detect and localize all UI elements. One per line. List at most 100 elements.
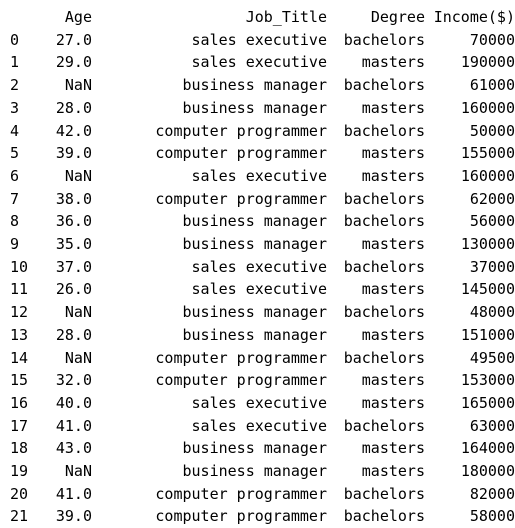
cell-job-title: business manager — [182, 212, 328, 231]
table-row: 6 NaN sales executive masters 160000 — [10, 165, 515, 188]
cell-income: 61000 — [469, 76, 515, 95]
header-degree: Degree — [370, 8, 425, 26]
cell-age: 27.0 — [55, 30, 92, 49]
table-row: 7 38.0 computer programmer bachelors 62000 — [10, 188, 515, 211]
cell-age: 28.0 — [55, 325, 92, 344]
cell-job-title: computer programmer — [155, 484, 327, 503]
cell-job-title: computer programmer — [155, 189, 327, 208]
cell-job-title: sales executive — [191, 166, 327, 185]
cell-job-title: business manager — [182, 439, 328, 458]
cell-index: 15 — [10, 371, 29, 390]
cell-job-title: computer programmer — [155, 507, 327, 526]
cell-age: 35.0 — [55, 235, 92, 254]
cell-job-title: business manager — [182, 76, 328, 95]
table-row: 10 37.0 sales executive bachelors 37000 — [10, 256, 515, 279]
cell-degree: bachelors — [343, 212, 425, 231]
cell-index: 8 — [10, 212, 20, 231]
cell-income: 130000 — [460, 235, 515, 254]
table-row: 2 NaN business manager bachelors 61000 — [10, 74, 515, 97]
cell-job-title: sales executive — [191, 257, 327, 276]
cell-degree: masters — [361, 166, 425, 185]
cell-job-title: business manager — [182, 325, 328, 344]
cell-age: NaN — [64, 76, 92, 95]
output-panel: Age Job_Title Degree Income($) 0 27.0 sale… — [10, 8, 515, 526]
cell-degree: masters — [361, 325, 425, 344]
cell-age: NaN — [64, 462, 92, 481]
header-row: Age Job_Title Degree Income($) — [10, 6, 515, 29]
dataframe-body: 0 27.0 sales executive bachelors 70000 1 29.0 s… — [10, 29, 515, 528]
cell-job-title: sales executive — [191, 393, 327, 412]
cell-job-title: business manager — [182, 235, 328, 254]
cell-age: 26.0 — [55, 280, 92, 299]
cell-income: 151000 — [460, 325, 515, 344]
cell-age: 41.0 — [55, 416, 92, 435]
cell-income: 180000 — [460, 462, 515, 481]
cell-income: 63000 — [469, 416, 515, 435]
table-row: 4 42.0 computer programmer bachelors 50000 — [10, 120, 515, 143]
cell-income: 82000 — [469, 484, 515, 503]
cell-age: NaN — [64, 348, 92, 367]
cell-age: 41.0 — [55, 484, 92, 503]
cell-index: 7 — [10, 189, 20, 208]
cell-degree: bachelors — [343, 507, 425, 526]
cell-index: 1 — [10, 53, 20, 72]
cell-job-title: sales executive — [191, 53, 327, 72]
cell-degree: bachelors — [343, 257, 425, 276]
cell-index: 6 — [10, 166, 20, 185]
dataframe-table: Age Job_Title Degree Income($) 0 27.0 sale… — [10, 6, 515, 528]
table-row: 21 39.0 computer programmer bachelors 58000 — [10, 505, 515, 528]
cell-income: 58000 — [469, 507, 515, 526]
cell-index: 0 — [10, 30, 20, 49]
table-row: 20 41.0 computer programmer bachelors 82000 — [10, 483, 515, 506]
cell-index: 5 — [10, 144, 20, 163]
cell-income: 50000 — [469, 121, 515, 140]
cell-index: 18 — [10, 439, 29, 458]
cell-income: 155000 — [460, 144, 515, 163]
cell-index: 3 — [10, 98, 20, 117]
cell-degree: bachelors — [343, 121, 425, 140]
cell-income: 165000 — [460, 393, 515, 412]
cell-degree: bachelors — [343, 348, 425, 367]
table-row: 1 29.0 sales executive masters 190000 — [10, 51, 515, 74]
cell-age: 38.0 — [55, 189, 92, 208]
table-row: 12 NaN business manager bachelors 48000 — [10, 301, 515, 324]
cell-degree: masters — [361, 462, 425, 481]
cell-job-title: computer programmer — [155, 121, 327, 140]
cell-degree: masters — [361, 53, 425, 72]
cell-index: 9 — [10, 235, 20, 254]
cell-degree: masters — [361, 439, 425, 458]
cell-income: 70000 — [469, 30, 515, 49]
cell-index: 16 — [10, 393, 29, 412]
cell-income: 160000 — [460, 166, 515, 185]
table-row: 17 41.0 sales executive bachelors 63000 — [10, 415, 515, 438]
header-age: Age — [64, 8, 92, 26]
table-row: 13 28.0 business manager masters 151000 — [10, 324, 515, 347]
cell-income: 145000 — [460, 280, 515, 299]
table-row: 11 26.0 sales executive masters 145000 — [10, 278, 515, 301]
cell-index: 20 — [10, 484, 29, 503]
cell-index: 13 — [10, 325, 29, 344]
cell-degree: bachelors — [343, 76, 425, 95]
cell-degree: bachelors — [343, 189, 425, 208]
table-row: 14 NaN computer programmer bachelors 49500 — [10, 347, 515, 370]
cell-age: 36.0 — [55, 212, 92, 231]
cell-income: 153000 — [460, 371, 515, 390]
cell-age: NaN — [64, 303, 92, 322]
cell-income: 49500 — [469, 348, 515, 367]
cell-job-title: sales executive — [191, 416, 327, 435]
cell-job-title: business manager — [182, 303, 328, 322]
cell-degree: masters — [361, 235, 425, 254]
cell-job-title: sales executive — [191, 30, 327, 49]
cell-index: 11 — [10, 280, 29, 299]
table-row: 5 39.0 computer programmer masters 155000 — [10, 142, 515, 165]
table-row: 3 28.0 business manager masters 160000 — [10, 97, 515, 120]
cell-income: 190000 — [460, 53, 515, 72]
cell-index: 4 — [10, 121, 20, 140]
cell-degree: bachelors — [343, 30, 425, 49]
cell-index: 21 — [10, 507, 29, 526]
cell-income: 62000 — [469, 189, 515, 208]
cell-age: 39.0 — [55, 507, 92, 526]
cell-degree: masters — [361, 280, 425, 299]
cell-degree: bachelors — [343, 416, 425, 435]
cell-degree: masters — [361, 371, 425, 390]
